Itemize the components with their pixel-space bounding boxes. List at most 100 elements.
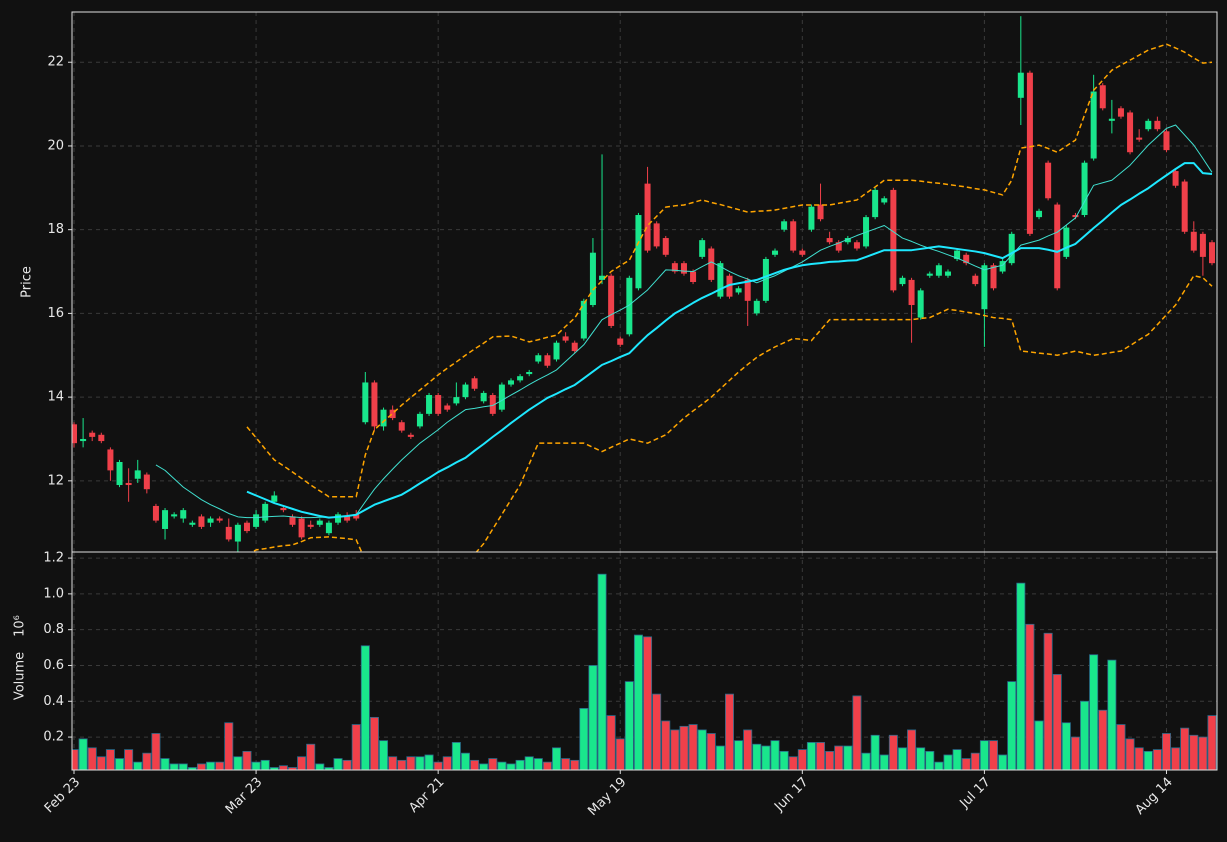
candle-body: [772, 250, 779, 255]
volume-bar: [552, 747, 562, 770]
volume-bar: [570, 759, 580, 770]
volume-bar: [1198, 736, 1208, 770]
candle-body: [507, 380, 514, 385]
candle-body: [489, 395, 496, 414]
volume-bar: [278, 765, 288, 770]
volume-axis-label: Volume: [13, 652, 28, 700]
candle-body: [1199, 233, 1206, 257]
candle-body: [917, 290, 924, 318]
volume-bar: [369, 716, 379, 770]
volume-bar: [806, 742, 816, 770]
candle-body: [243, 522, 250, 532]
candle-body: [826, 238, 833, 243]
volume-bar: [342, 759, 352, 770]
volume-bar: [78, 738, 88, 770]
candle-body: [981, 265, 988, 310]
volume-bar: [460, 752, 470, 770]
volume-bar: [679, 725, 689, 770]
candle-body: [1072, 215, 1079, 218]
volume-bar: [724, 693, 734, 770]
volume-bar: [1052, 674, 1062, 770]
volume-bar: [87, 747, 97, 770]
candle-body: [526, 372, 533, 375]
volume-bar: [160, 758, 170, 770]
candle-body: [1127, 112, 1134, 153]
candle-body: [162, 510, 169, 529]
candle-body: [817, 204, 824, 220]
candle-body: [362, 382, 369, 423]
volume-bar: [1034, 720, 1044, 770]
candle-body: [999, 261, 1006, 272]
volume-bar: [861, 752, 871, 770]
volume-bar: [661, 720, 671, 770]
volume-bar: [515, 759, 525, 770]
price-axis-label: Price: [20, 266, 35, 298]
volume-bar: [816, 742, 826, 770]
candle-body: [954, 250, 961, 259]
volume-bar: [715, 745, 725, 770]
overlay-lines: [155, 43, 1213, 552]
candle-body: [799, 250, 806, 255]
candle-body: [116, 462, 123, 486]
candle-body: [189, 522, 196, 525]
candle-body: [1063, 227, 1070, 257]
volume-scale-label: 10⁶: [13, 615, 28, 637]
candle-body: [963, 254, 970, 264]
volume-bar: [287, 767, 297, 770]
candle-body: [498, 384, 505, 410]
overlay-line: [246, 162, 1213, 519]
candle-body: [325, 522, 332, 534]
candle-body: [589, 252, 596, 306]
overlay-line: [246, 43, 1213, 498]
candle-body: [225, 526, 232, 540]
candle-body: [1190, 231, 1197, 251]
candle-body: [262, 503, 269, 521]
volume-bar: [233, 756, 243, 770]
candle-body: [553, 342, 560, 360]
candle-body: [571, 342, 578, 352]
candle-body: [1026, 72, 1033, 234]
candle-body: [717, 263, 724, 297]
volume-bar: [406, 756, 416, 770]
volume-bar: [743, 729, 753, 770]
candle-body: [89, 432, 96, 437]
candle-body: [690, 271, 697, 282]
volume-bar: [1207, 715, 1217, 770]
candle-body: [781, 221, 788, 230]
candle-body: [1090, 91, 1097, 159]
price-tick-label: 20: [47, 138, 64, 153]
candle-body: [608, 275, 615, 326]
candle-body: [653, 223, 660, 247]
volume-bar: [897, 747, 907, 770]
volume-bar: [606, 715, 616, 770]
volume-bar: [105, 749, 115, 770]
volume-tick-label: 1.2: [43, 551, 64, 566]
volume-bar: [1116, 724, 1126, 770]
candle-body: [471, 378, 478, 389]
candle-body: [335, 514, 342, 523]
volume-bar: [770, 740, 780, 770]
candle-body: [298, 518, 305, 538]
volume-bar: [989, 740, 999, 770]
candle-body: [1163, 131, 1170, 151]
volume-bar: [251, 761, 261, 770]
volume-bar: [834, 745, 844, 770]
volume-bar: [206, 761, 216, 770]
volume-tick-label: 0.2: [43, 730, 64, 745]
volume-bar: [133, 761, 143, 770]
volume-bar: [1016, 582, 1026, 770]
volume-bar: [115, 758, 125, 770]
volume-bar: [907, 729, 917, 770]
candle-body: [580, 300, 587, 339]
volume-bar: [779, 750, 789, 770]
volume-bar: [524, 756, 534, 770]
candle-body: [990, 265, 997, 289]
volume-bar: [761, 745, 771, 770]
volume-bar: [561, 758, 571, 770]
candle-body: [944, 271, 951, 276]
volume-bar: [1189, 734, 1199, 770]
volume-bar: [1107, 659, 1117, 770]
candle-body: [517, 376, 524, 381]
volume-bar: [542, 761, 552, 770]
volume-bar: [1161, 733, 1171, 770]
